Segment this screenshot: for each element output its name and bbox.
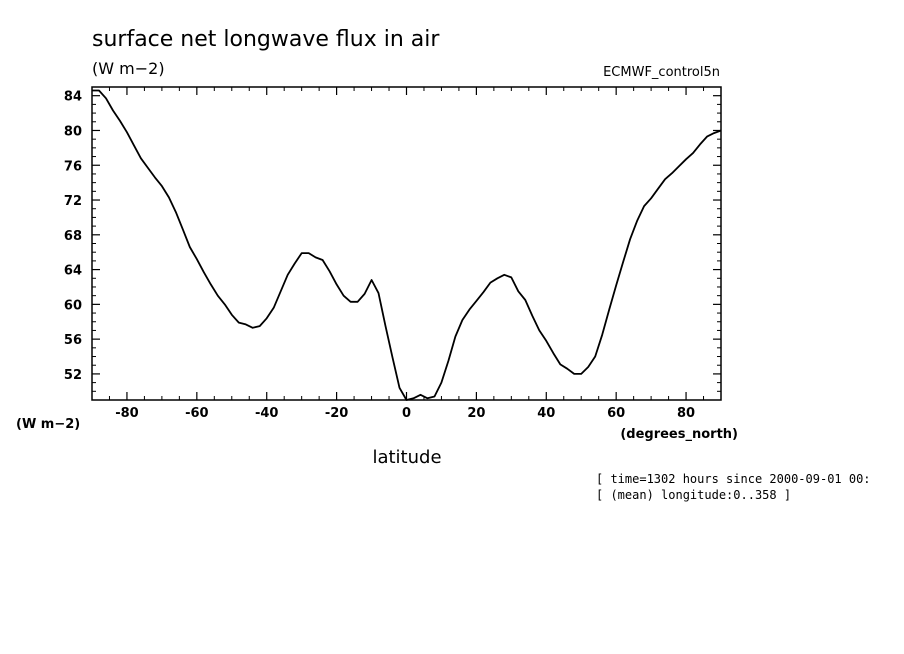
y-tick-label: 72 [64,194,82,209]
series-line [92,89,722,401]
plot-frame [91,86,722,401]
x-axis-label: latitude [372,447,441,468]
units-top-label: (W m−2) [92,59,165,78]
x-tick-label: 20 [467,406,485,421]
units-left-label: (W m−2) [16,417,80,432]
y-tick-label: 60 [64,298,82,313]
chart-title: surface net longwave flux in air [92,27,440,52]
y-axis-ticks: 52 56 60 64 68 72 76 80 84 [64,90,721,383]
y-tick-label: 84 [64,90,82,105]
minor-ticks [91,86,722,401]
x-tick-label: -20 [325,406,349,421]
x-tick-label: -40 [255,406,279,421]
y-tick-label: 56 [64,333,82,348]
info-line-longitude: [ (mean) longitude:0..358 ] [596,488,791,502]
x-axis-ticks: -80 -60 -40 -20 0 20 40 60 80 [115,87,695,421]
x-tick-label: 60 [607,406,625,421]
y-tick-label: 64 [64,264,82,279]
dataset-label: ECMWF_control5n [603,65,720,80]
info-line-time: [ time=1302 hours since 2000-09-01 00: [596,472,871,486]
y-tick-label: 76 [64,159,82,174]
plot-area: -80 -60 -40 -20 0 20 40 60 80 52 56 60 64 68 72 76 80 84 [64,86,722,421]
x-tick-label: 0 [402,406,411,421]
y-tick-label: 68 [64,229,82,244]
x-units-label: (degrees_north) [620,427,738,442]
y-tick-label: 80 [64,124,82,139]
x-tick-label: -60 [185,406,209,421]
y-tick-label: 52 [64,368,82,383]
x-tick-label: -80 [115,406,139,421]
x-tick-label: 80 [677,406,695,421]
x-tick-label: 40 [537,406,555,421]
